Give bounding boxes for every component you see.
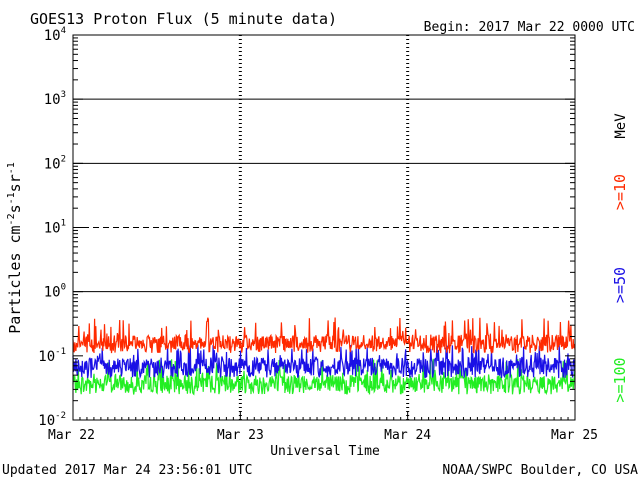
y-tick-label-0: 10-2 [38,411,66,429]
y-tick-label-6: 104 [44,26,66,44]
y-axis-label-base: Particles cm [6,225,24,333]
updated-timestamp: Updated 2017 Mar 24 23:56:01 UTC [2,463,252,478]
y-axis-label: Particles cm-2s-1sr-1 [6,162,24,334]
y-tick-exponent: 4 [61,26,66,36]
legend-entry-100: >=100 [611,357,629,402]
series-line-10 [72,317,576,355]
y-axis-label-exp3: -1 [6,162,17,174]
y-tick-base: 10 [38,413,55,429]
y-tick-base: 10 [44,28,61,44]
y-axis-label-exp1: -2 [6,213,17,225]
source-credit: NOAA/SWPC Boulder, CO USA [442,463,638,478]
y-tick-exponent: 0 [61,283,66,293]
x-tick-labels: Mar 22 Mar 23 Mar 24 Mar 25 [48,428,598,443]
axis-layer [72,34,576,421]
y-tick-label-1: 10-1 [38,347,66,365]
chart-title: GOES13 Proton Flux (5 minute data) [30,10,337,28]
y-tick-label-5: 103 [44,90,66,108]
legend-unit-mev: MeV [613,113,629,139]
y-tick-base: 10 [44,92,61,108]
x-axis-label: Universal Time [270,444,380,459]
y-tick-base: 10 [44,221,61,237]
series-line-50 [72,344,576,380]
y-tick-base: 10 [38,349,55,365]
y-tick-base: 10 [44,156,61,172]
y-tick-label-3: 101 [44,219,66,237]
x-tick-label-3: Mar 25 [551,428,598,443]
begin-label: Begin: 2017 Mar 22 0000 UTC [424,20,635,35]
y-tick-exponent: -1 [55,347,66,357]
series-line-100 [72,358,576,396]
x-tick-label-0: Mar 22 [48,428,95,443]
legend: >=10 >=50 >=100 [611,174,629,403]
x-tick-label-1: Mar 23 [217,428,264,443]
y-tick-base: 10 [44,285,61,301]
x-tick-label-2: Mar 24 [384,428,431,443]
legend-entry-50: >=50 [611,267,629,303]
y-axis-label-mid2: sr [6,174,24,192]
y-axis-label-exp2: -1 [6,192,17,204]
y-tick-exponent: 3 [61,90,66,100]
y-axis-label-mid1: s [6,204,24,213]
y-tick-exponent: 2 [61,154,66,164]
y-tick-exponent: -2 [55,411,66,421]
y-tick-exponent: 1 [61,219,66,229]
y-tick-label-2: 100 [44,283,66,301]
y-tick-label-4: 102 [44,154,66,172]
legend-entry-10: >=10 [611,174,629,210]
series-layer [72,317,576,396]
